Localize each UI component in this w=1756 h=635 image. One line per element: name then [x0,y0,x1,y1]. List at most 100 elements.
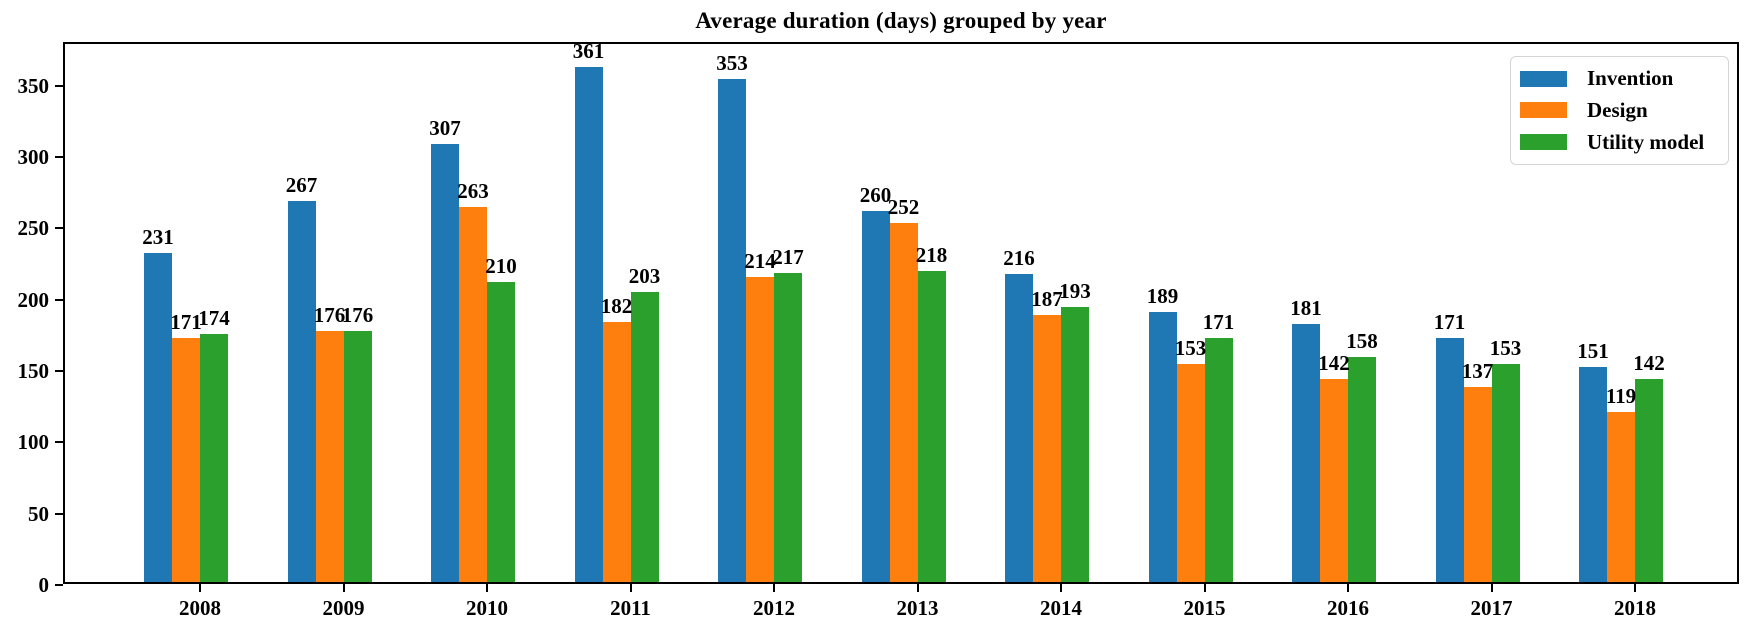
legend-label: Invention [1587,66,1674,91]
x-tick [1490,584,1493,592]
x-tick [1634,584,1636,592]
legend-swatch-invention [1520,70,1567,87]
bar-value-label: 181 [1290,295,1322,320]
bar-design-2013 [889,222,918,582]
plot-area: Invention Design Utility model 0 50 100 150 20… [18,39,1739,620]
x-tick [916,584,919,592]
y-tick-label: 350 [17,73,50,98]
bar-invention-2013 [861,211,890,582]
bar-invention-2008 [144,252,172,582]
bar-value-label: 217 [772,244,804,269]
bar-utility-model-2010 [487,282,515,582]
bar-invention-2011 [574,67,603,582]
x-tick [629,584,632,592]
bar-utility-model-2013 [917,271,946,582]
bar-invention-2010 [431,144,459,582]
bar-design-2009 [315,330,344,582]
bar-design-2014 [1033,315,1061,582]
x-tick-label-2013: 2013 [896,596,939,620]
bar-design-2008 [172,338,200,582]
x-tick-label-2015: 2015 [1183,596,1226,620]
y-tick [55,84,63,87]
legend-item-utility-model: Utility model [1511,127,1728,157]
bar-value-label: 214 [744,248,776,273]
bar-value-label: 218 [915,243,948,268]
y-tick [55,584,63,586]
x-tick-label-2009: 2009 [322,596,365,620]
y-tick-label: 300 [17,145,50,170]
bar-value-label: 171 [1202,310,1235,335]
legend-swatch-utility-model [1520,134,1567,151]
bar-value-label: 203 [628,264,661,289]
bar-design-2016 [1320,379,1348,582]
x-tick-label-2014: 2014 [1040,596,1082,620]
bar-value-label: 137 [1461,358,1494,383]
bar-invention-2016 [1292,323,1320,582]
x-tick-label-2010: 2010 [466,596,508,620]
y-tick-label: 200 [17,287,50,312]
x-tick [486,584,488,592]
y-tick [55,512,63,515]
bar-utility-model-2012 [774,272,802,582]
bar-design-2017 [1463,386,1492,582]
bar-value-label: 119 [1605,384,1637,409]
y-tick [55,298,63,301]
bar-value-label: 263 [457,178,489,203]
x-tick-label-2016: 2016 [1327,596,1369,620]
y-tick [55,227,63,230]
bar-value-label: 153 [1174,335,1207,360]
x-tick-label-2008: 2008 [179,596,221,620]
x-tick [773,584,775,592]
bar-value-label: 153 [1489,335,1522,360]
bar-utility-model-2014 [1061,306,1089,582]
bar-utility-model-2009 [343,330,372,582]
y-tick-label: 0 [38,573,50,597]
bar-invention-2015 [1148,312,1177,582]
bar-invention-2012 [718,78,746,582]
bar-value-label: 182 [600,294,633,319]
bar-value-label: 176 [313,302,346,327]
legend-item-design: Design [1511,95,1728,125]
legend: Invention Design Utility model [1510,56,1729,165]
bar-value-label: 176 [341,302,374,327]
legend-item-invention: Invention [1511,64,1728,94]
bar-value-label: 216 [1003,245,1035,270]
bar-value-label: 151 [1577,338,1609,363]
y-tick [55,370,63,373]
bar-utility-model-2017 [1491,363,1520,582]
bar-value-label: 353 [716,50,748,75]
bar-utility-model-2008 [200,333,228,582]
bar-design-2011 [602,322,631,582]
y-tick-label: 100 [17,430,50,455]
x-tick [1060,584,1062,592]
bar-value-label: 171 [170,310,202,335]
x-tick-label-2018: 2018 [1614,596,1656,620]
bar-invention-2009 [287,201,316,582]
bar-design-2018 [1607,412,1635,582]
bar-utility-model-2011 [630,292,659,582]
x-tick [342,584,345,592]
x-tick-label-2012: 2012 [753,596,795,620]
bar-value-label: 267 [285,173,318,198]
y-tick-label: 150 [17,359,50,384]
bar-value-label: 231 [142,224,174,249]
chart-title: Average duration (days) grouped by year [695,8,1107,33]
bar-design-2010 [459,206,487,582]
y-tick-label: 50 [28,501,49,526]
x-tick [1347,584,1349,592]
legend-label: Utility model [1587,129,1705,154]
x-tick [1203,584,1206,592]
bar-value-label: 260 [859,183,892,208]
bar-value-label: 142 [1318,351,1350,376]
bar-value-label: 210 [485,254,517,279]
legend-label: Design [1587,97,1648,122]
bar-value-label: 174 [198,305,230,330]
y-tick [55,441,63,444]
bar-utility-model-2015 [1204,338,1233,582]
bar-value-label: 361 [572,39,605,64]
bar-value-label: 142 [1633,351,1665,376]
bar-value-label: 171 [1433,310,1466,335]
y-tick-label: 250 [17,216,50,241]
bar-invention-2014 [1005,273,1033,582]
